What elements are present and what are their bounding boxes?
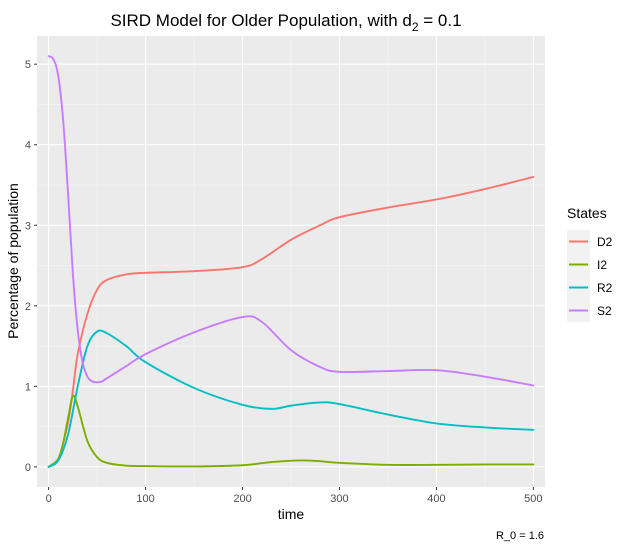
chart-title: SIRD Model for Older Population, with d2…: [110, 11, 461, 34]
x-tick-label: 300: [330, 493, 348, 505]
y-tick-label: 3: [25, 220, 31, 232]
legend: States D2 I2 R2 S2: [567, 205, 613, 322]
chart-title-subscript: 2: [412, 20, 419, 34]
series-line-r2: [47, 329, 535, 468]
legend-label-i2: I2: [597, 258, 607, 272]
legend-items: D2 I2 R2 S2: [567, 230, 613, 322]
caption: R_0 = 1.6: [496, 530, 544, 542]
y-tick-label: 4: [25, 140, 31, 152]
chart-title-suffix: = 0.1: [419, 11, 462, 30]
x-axis-title: time: [278, 506, 305, 522]
x-tick-label: 100: [136, 493, 154, 505]
y-axis-title: Percentage of population: [5, 183, 21, 339]
grid-minor: [37, 36, 545, 487]
chart-title-main: SIRD Model for Older Population, with d: [110, 11, 411, 30]
y-axis-ticks: 0 1 2 3 4 5: [25, 59, 37, 474]
series-lines: [47, 55, 535, 468]
series-line-d2: [47, 175, 535, 468]
legend-label-r2: R2: [597, 281, 613, 295]
series-line-i2: [47, 394, 535, 468]
grid-major: [37, 36, 545, 487]
y-tick-label: 2: [25, 301, 31, 313]
x-axis-ticks: 0 100 200 300 400 500: [46, 487, 543, 505]
x-tick-label: 500: [524, 493, 542, 505]
legend-label-d2: D2: [597, 235, 613, 249]
y-tick-label: 5: [25, 59, 31, 71]
x-tick-label: 0: [46, 493, 52, 505]
y-tick-label: 1: [25, 381, 31, 393]
series-line-s2: [47, 55, 535, 387]
y-tick-label: 0: [25, 462, 31, 474]
x-tick-label: 400: [427, 493, 445, 505]
x-tick-label: 200: [233, 493, 251, 505]
legend-label-s2: S2: [597, 304, 612, 318]
legend-title: States: [567, 205, 607, 221]
